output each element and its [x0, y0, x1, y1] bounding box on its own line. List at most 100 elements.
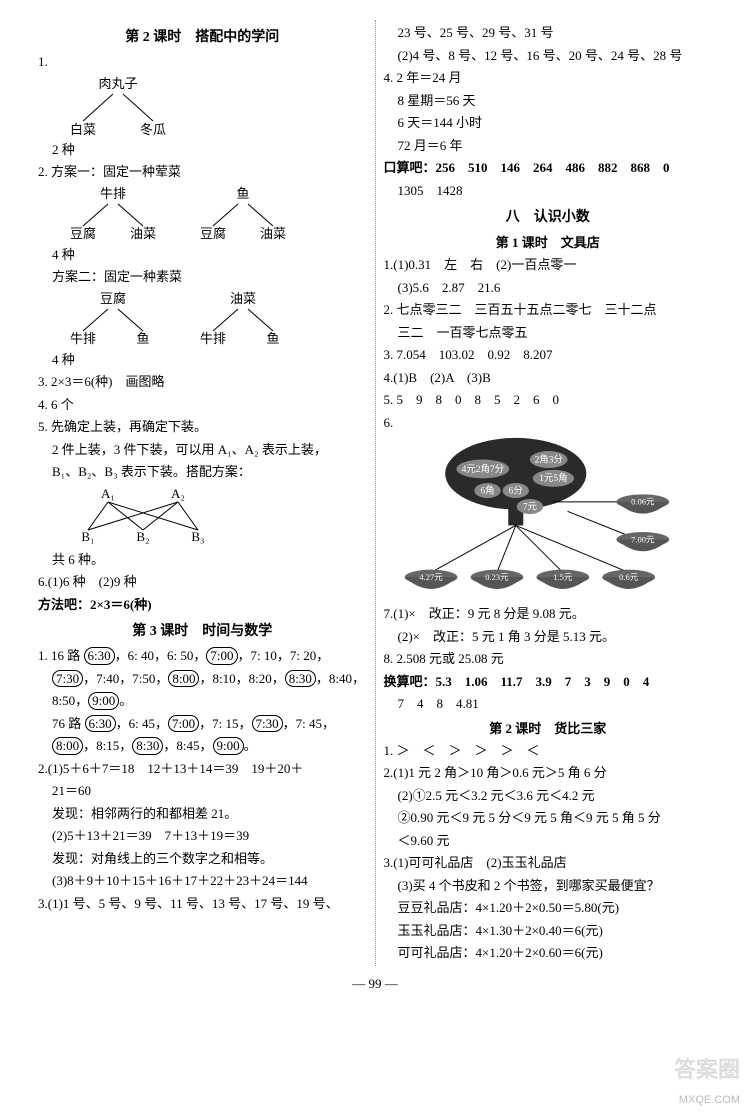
v1: 1. ＞ ＜ ＞ ＞ ＞ ＜	[384, 741, 713, 761]
svg-text:B₃: B₃	[191, 529, 204, 544]
method: 方法吧：2×3＝6(种)	[38, 595, 367, 615]
l3-q1a2: 7:30，7:40，7:50，8:00，8:10，8:20，8:30，8:40，	[38, 669, 367, 689]
u11: 8. 2.508 元或 25.08 元	[384, 649, 713, 669]
svg-text:0.6元: 0.6元	[619, 572, 639, 582]
svg-text:4元2角7分: 4元2角7分	[461, 463, 504, 475]
u10: (2)× 改正：5 元 1 角 3 分是 5.13 元。	[384, 627, 713, 647]
r5: 6 天＝144 小时	[384, 113, 713, 133]
svg-text:7.00元: 7.00元	[631, 534, 655, 544]
watermark-sub: MXQE.COM	[679, 1094, 740, 1106]
v7: (3)买 4 个书皮和 2 个书签，到哪家买最便宜？	[384, 876, 713, 896]
svg-text:B₁: B₁	[81, 529, 94, 544]
svg-text:1元5角: 1元5角	[539, 472, 567, 484]
q2-tree1: 牛排 豆腐 油菜 鱼 豆腐 油菜	[58, 186, 367, 241]
l3-q2d: (2)5＋13＋21＝39 7＋13＋19＝39	[38, 826, 367, 846]
r1: 23 号、25 号、29 号、31 号	[384, 23, 713, 43]
r3: 4. 2 年＝24 月	[384, 68, 713, 88]
svg-text:豆腐: 豆腐	[100, 291, 126, 306]
svg-text:油菜: 油菜	[230, 291, 256, 306]
q5-graph: A₁ A₂ B₁ B₂ B₃	[58, 486, 367, 546]
l3-q3a: 3.(1)1 号、5 号、9 号、11 号、13 号、17 号、19 号、	[38, 894, 367, 914]
watermark-main: 答案圈	[674, 1052, 740, 1084]
q5b: 2 件上装，3 件下装，可以用 A₁、A₂ 表示上装，	[38, 440, 367, 460]
v8: 豆豆礼品店：4×1.20＋2×0.50＝5.80(元)	[384, 898, 713, 918]
price-tree-diagram: 4元2角7分 2角3分 1元5角 6角 6分 7元 0.06元 7.00元 4.…	[384, 436, 713, 600]
svg-text:牛排: 牛排	[70, 331, 96, 346]
r6: 72 月＝6 年	[384, 136, 713, 156]
q1-ans: 2 种	[38, 140, 367, 160]
l3-q2c: 发现：相邻两行的和都相差 21。	[38, 804, 367, 824]
u9: 7.(1)× 改正：9 元 8 分是 9.08 元。	[384, 604, 713, 624]
q6: 6.(1)6 种 (2)9 种	[38, 572, 367, 592]
svg-text:6角: 6角	[480, 484, 494, 496]
svg-text:7元: 7元	[522, 502, 536, 512]
q4: 4. 6 个	[38, 395, 367, 415]
lesson2-title: 第 2 课时 搭配中的学问	[38, 26, 367, 46]
v6: 3.(1)可可礼品店 (2)玉玉礼品店	[384, 853, 713, 873]
q2-ans2: 4 种	[38, 350, 367, 370]
q1: 1. 肉丸子 白菜 冬瓜 2 种	[38, 52, 367, 159]
u5: 3. 7.054 103.02 0.92 8.207	[384, 345, 713, 365]
r4: 8 星期＝56 天	[384, 91, 713, 111]
v4: ②0.90 元＜9 元 5 分＜9 元 5 角＜9 元 5 角 5 分	[384, 808, 713, 828]
svg-text:0.23元: 0.23元	[485, 572, 509, 582]
u12: 换算吧：5.3 1.06 11.7 3.9 7 3 9 0 4	[384, 672, 713, 692]
u1: 1.(1)0.31 左 右 (2)一百点零一	[384, 255, 713, 275]
svg-text:豆腐: 豆腐	[200, 226, 226, 241]
q1-leaf2: 冬瓜	[140, 122, 166, 136]
r2: (2)4 号、8 号、12 号、16 号、20 号、24 号、28 号	[384, 46, 713, 66]
svg-text:B₂: B₂	[136, 529, 149, 544]
lesson3-title: 第 3 课时 时间与数学	[38, 620, 367, 640]
u7: 5. 5 9 8 0 8 5 2 6 0	[384, 390, 713, 410]
v5: ＜9.60 元	[384, 831, 713, 851]
svg-text:6分: 6分	[508, 485, 523, 496]
q1-root: 肉丸子	[98, 76, 137, 91]
l3-q2a: 2.(1)5＋6＋7＝18 12＋13＋14＝39 19＋20＋	[38, 759, 367, 779]
svg-text:A₁: A₁	[101, 486, 115, 501]
q5c: B₁、B₂、B₃ 表示下装。搭配方案：	[38, 462, 367, 482]
u2: (3)5.6 2.87 21.6	[384, 278, 713, 298]
u13: 7 4 8 4.81	[384, 694, 713, 714]
lesson1-title: 第 1 课时 文具店	[384, 232, 713, 251]
q2-head: 2. 方案一：固定一种荤菜	[38, 162, 367, 182]
q2-tree2: 豆腐 牛排 鱼 油菜 牛排 鱼	[58, 291, 367, 346]
r8: 1305 1428	[384, 181, 713, 201]
v3: (2)①2.5 元＜3.2 元＜3.6 元＜4.2 元	[384, 786, 713, 806]
u6: 4.(1)B (2)A (3)B	[384, 368, 713, 388]
svg-text:鱼: 鱼	[266, 331, 279, 346]
q5d: 共 6 种。	[38, 550, 367, 570]
u3: 2. 七点零三二 三百五十五点二零七 三十二点	[384, 300, 713, 320]
svg-text:4.27元: 4.27元	[419, 572, 443, 582]
svg-text:A₂: A₂	[171, 486, 185, 501]
q2-ans1: 4 种	[38, 245, 367, 265]
lesson2b-title: 第 2 课时 货比三家	[384, 718, 713, 737]
page-number: — 99 —	[30, 976, 720, 992]
q1-num: 1.	[38, 54, 48, 69]
u8: 6.	[384, 413, 713, 433]
q3: 3. 2×3＝6(种) 画图略	[38, 372, 367, 392]
svg-text:豆腐: 豆腐	[70, 226, 96, 241]
l3-q2f: (3)8＋9＋10＋15＋16＋17＋22＋23＋24＝144	[38, 871, 367, 891]
q2-plan2: 方案二：固定一种素菜	[38, 267, 367, 287]
svg-text:油菜: 油菜	[130, 226, 156, 241]
v9: 玉玉礼品店：4×1.30＋2×0.40＝6(元)	[384, 921, 713, 941]
l3-q1b2: 8:00，8:15，8:30，8:45，9:00。	[38, 736, 367, 756]
svg-text:2角3分: 2角3分	[534, 453, 563, 465]
svg-text:1.5元: 1.5元	[553, 572, 573, 582]
unit8-title: 八 认识小数	[384, 206, 713, 226]
v10: 可可礼品店：4×1.20＋2×0.60＝6(元)	[384, 943, 713, 963]
l3-q1a: 1. 16 路 6:30，6: 40，6: 50，7:00，7: 10，7: 2…	[38, 646, 367, 666]
l3-q1b: 76 路 6:30，6: 45，7:00，7: 15，7:30，7: 45，	[38, 714, 367, 734]
svg-text:鱼: 鱼	[136, 331, 149, 346]
svg-text:牛排: 牛排	[100, 186, 126, 201]
svg-text:0.06元: 0.06元	[631, 497, 655, 507]
u4: 三二 一百零七点零五	[384, 323, 713, 343]
right-column: 23 号、25 号、29 号、31 号 (2)4 号、8 号、12 号、16 号…	[376, 20, 721, 966]
l3-q2b: 21＝60	[38, 781, 367, 801]
l3-q2e: 发现：对角线上的三个数字之和相等。	[38, 849, 367, 869]
q5a: 5. 先确定上装，再确定下装。	[38, 417, 367, 437]
svg-text:鱼: 鱼	[236, 186, 249, 201]
l3-q1a3: 8:50，9:00。	[38, 691, 367, 711]
svg-text:油菜: 油菜	[260, 226, 286, 241]
r7: 口算吧：256 510 146 264 486 882 868 0	[384, 158, 713, 178]
